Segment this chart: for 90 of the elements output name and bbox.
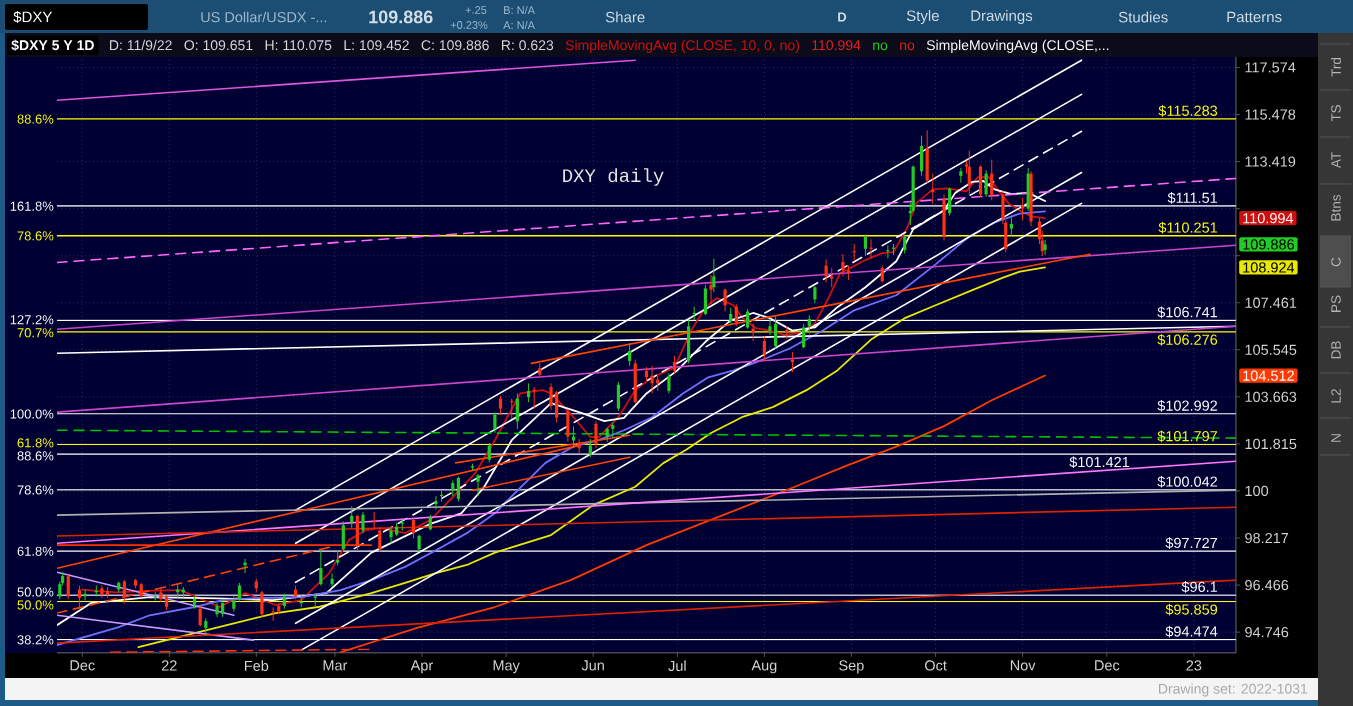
x-tick-label: May bbox=[493, 660, 520, 674]
text: no bbox=[873, 42, 888, 51]
ref-line-label: $111.51 bbox=[1167, 192, 1218, 204]
text: R: 0.623 bbox=[501, 40, 554, 51]
text: Patterns bbox=[1227, 11, 1282, 23]
text: SimpleMovingAvg (CLOSE, 10, 0, no) bbox=[565, 39, 799, 53]
chart-title: $DXY 5 Y 1D bbox=[11, 39, 94, 52]
x-tick-label: Sep bbox=[839, 660, 864, 674]
annotation: DXY daily bbox=[563, 168, 664, 186]
text: L2 bbox=[1331, 389, 1341, 403]
text: US Dollar/USDX -... bbox=[201, 11, 327, 23]
text: C: 109.886 bbox=[421, 40, 489, 51]
annotation: 127.2% bbox=[10, 315, 54, 325]
text: Trd bbox=[1331, 57, 1341, 77]
y-tick-label: 100 bbox=[1245, 485, 1269, 497]
annotation: 100.0% bbox=[10, 409, 54, 419]
text: TS bbox=[1331, 104, 1341, 122]
text: O: 109.651 bbox=[184, 40, 253, 51]
text: 109.886 bbox=[369, 10, 433, 24]
x-tick-label: 22 bbox=[161, 660, 177, 671]
text: B: N/A bbox=[504, 5, 535, 15]
y-tick-label: 101.815 bbox=[1245, 438, 1297, 450]
y-tick-label: 94.746 bbox=[1245, 627, 1289, 638]
text: D bbox=[838, 12, 847, 22]
text: AT bbox=[1331, 152, 1341, 169]
text: +0.23% bbox=[450, 21, 488, 29]
ref-line-label: $97.727 bbox=[1165, 537, 1218, 549]
annotation: 61.8% bbox=[17, 546, 54, 556]
ref-line-label: $100.042 bbox=[1157, 475, 1218, 488]
text: L: 109.452 bbox=[344, 40, 409, 51]
text: Share bbox=[605, 11, 645, 23]
ref-line-label: $95.859 bbox=[1165, 603, 1218, 616]
text: $DXY bbox=[13, 10, 53, 24]
ref-line-label: $106.276 bbox=[1157, 333, 1218, 346]
ref-line-label: $101.421 bbox=[1069, 456, 1130, 469]
text: 109.886 bbox=[1243, 239, 1294, 250]
text: N bbox=[1331, 434, 1341, 442]
text: 110.994 bbox=[1243, 213, 1294, 224]
text: 104.512 bbox=[1243, 370, 1294, 381]
y-tick-label: 96.466 bbox=[1245, 579, 1289, 591]
text: Btns bbox=[1331, 194, 1341, 221]
text: Studies bbox=[1118, 11, 1168, 23]
annotation: 70.7% bbox=[17, 328, 54, 338]
text: C bbox=[1331, 257, 1341, 267]
annotation: 38.2% bbox=[17, 635, 54, 645]
x-tick-label: 23 bbox=[1186, 660, 1202, 671]
annotation: 78.6% bbox=[17, 231, 54, 241]
x-tick-label: Nov bbox=[1010, 660, 1036, 671]
y-tick-label: 117.574 bbox=[1245, 62, 1296, 73]
annotation: 161.8% bbox=[10, 201, 54, 211]
x-tick-label: Apr bbox=[410, 660, 433, 674]
annotation: 50.0% bbox=[17, 600, 54, 610]
ref-line-label: $96.1 bbox=[1181, 581, 1218, 593]
annotation: 61.8% bbox=[17, 438, 54, 448]
ref-line-label: $115.283 bbox=[1158, 105, 1218, 117]
y-tick-label: 107.461 bbox=[1245, 297, 1297, 308]
text: H: 110.075 bbox=[265, 40, 332, 51]
x-tick-label: Dec bbox=[70, 660, 95, 671]
x-tick-label: Oct bbox=[925, 660, 947, 671]
ref-line-label: $106.741 bbox=[1157, 306, 1218, 319]
annotation: 88.6% bbox=[17, 451, 54, 461]
text: Drawings bbox=[971, 10, 1033, 24]
text: 110.994 bbox=[812, 40, 861, 51]
x-tick-label: Feb bbox=[245, 660, 269, 672]
y-tick-label: 103.663 bbox=[1245, 391, 1297, 402]
y-tick-label: 115.478 bbox=[1245, 109, 1296, 120]
x-tick-label: Jun bbox=[581, 660, 604, 671]
ref-line-label: $94.474 bbox=[1165, 625, 1218, 638]
ref-line-label: $110.251 bbox=[1158, 221, 1218, 234]
annotation: 78.6% bbox=[17, 485, 54, 495]
annotation: 50.0% bbox=[17, 587, 54, 597]
x-tick-label: Jul bbox=[668, 660, 686, 672]
x-tick-label: Aug bbox=[751, 660, 777, 674]
ref-line-label: $102.992 bbox=[1157, 399, 1218, 412]
text: 108.924 bbox=[1243, 262, 1295, 273]
text: DB bbox=[1331, 341, 1341, 359]
text: PS bbox=[1331, 295, 1341, 312]
y-tick-label: 98.217 bbox=[1245, 532, 1289, 544]
text: +.25 bbox=[465, 6, 487, 14]
text: Drawing set: 2022-1031 bbox=[1159, 683, 1308, 697]
x-tick-label: Dec bbox=[1095, 660, 1120, 671]
text: D: 11/9/22 bbox=[110, 39, 172, 51]
annotation: 88.6% bbox=[17, 114, 54, 124]
y-tick-label: 105.545 bbox=[1245, 344, 1297, 355]
text: A: N/A bbox=[503, 20, 535, 30]
text: SimpleMovingAvg (CLOSE,... bbox=[926, 39, 1109, 53]
text: Style bbox=[906, 10, 939, 24]
y-tick-label: 113.419 bbox=[1245, 156, 1296, 167]
x-tick-label: Mar bbox=[323, 660, 348, 671]
text: no bbox=[900, 42, 915, 51]
